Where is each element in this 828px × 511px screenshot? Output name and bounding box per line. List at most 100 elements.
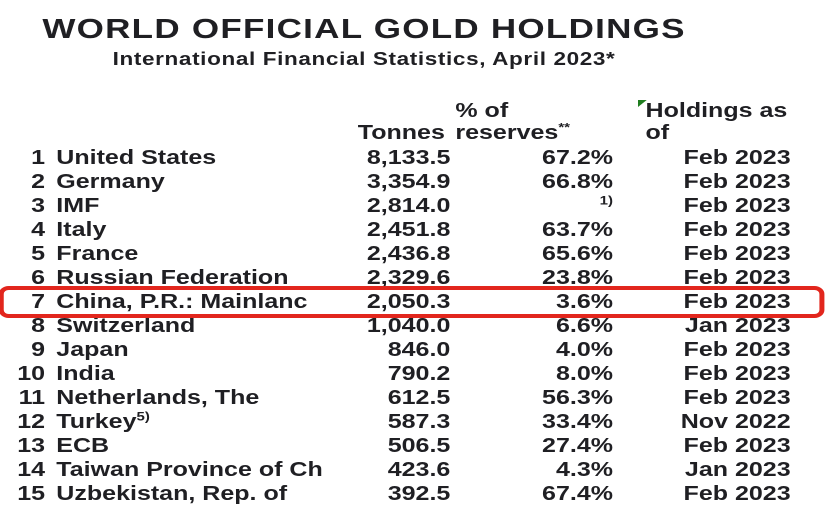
cell-rank: 5: [31, 243, 46, 265]
table-row: 6 Russian Federation 2,329.6 23.8% Feb 2023: [3, 266, 821, 290]
cell-rank: 3: [31, 195, 46, 217]
cell-holdings-as-of: Feb 2023: [683, 243, 791, 265]
page-subtitle: International Financial Statistics, Apri…: [112, 49, 616, 69]
table-row: 7 China, P.R.: Mainlanc 2,050.3 3.6% Feb 202…: [3, 290, 821, 314]
table-row: 14 Taiwan Province of Ch 423.6 4.3% Jan 2023: [3, 458, 821, 482]
table-header-row: Tonnes % of reserves** Holdings as of: [3, 96, 821, 146]
cell-country: United States: [56, 147, 217, 169]
cell-rank: 6: [31, 267, 46, 289]
cell-holdings-as-of: Nov 2022: [680, 411, 791, 433]
cell-holdings-as-of: Feb 2023: [683, 219, 791, 241]
cell-pct-reserves: 56.3%: [542, 387, 613, 409]
cell-country: Uzbekistan, Rep. of: [56, 483, 288, 505]
cell-pct-reserves: 66.8%: [542, 171, 613, 193]
header-tonnes: Tonnes: [358, 96, 451, 146]
cell-rank: 2: [31, 171, 46, 193]
cell-rank: 8: [31, 315, 46, 337]
cell-tonnes: 2,814.0: [366, 195, 451, 217]
cell-tonnes: 3,354.9: [366, 171, 451, 193]
header-holdings-as-of: Holdings as of: [613, 96, 821, 146]
cell-tonnes: 2,436.8: [366, 243, 451, 265]
cell-pct-reserves: 23.8%: [542, 267, 613, 289]
cell-rank: 7: [31, 291, 46, 313]
cell-tonnes: 392.5: [387, 483, 451, 505]
table-row: 11 Netherlands, The 612.5 56.3% Feb 2023: [3, 386, 821, 410]
cell-country: IMF: [56, 195, 100, 217]
cell-pct-reserves: 1): [599, 194, 613, 208]
cell-tonnes: 612.5: [387, 387, 451, 409]
table-row: 13 ECB 506.5 27.4% Feb 2023: [3, 434, 821, 458]
cell-pct-reserves: 4.0%: [555, 339, 613, 361]
cell-holdings-as-of: Feb 2023: [683, 363, 791, 385]
cell-holdings-as-of: Feb 2023: [683, 195, 791, 217]
cell-rank: 4: [31, 219, 46, 241]
cell-holdings-as-of: Feb 2023: [683, 171, 791, 193]
cell-tonnes: 423.6: [387, 459, 451, 481]
cell-tonnes: 587.3: [387, 411, 451, 433]
cell-rank: 12: [17, 411, 46, 433]
cell-holdings-as-of: Feb 2023: [683, 339, 791, 361]
table-row: 12 Turkey5) 587.3 33.4% Nov 2022: [3, 410, 821, 434]
table-row: 15 Uzbekistan, Rep. of 392.5 67.4% Feb 2023: [3, 482, 821, 506]
cell-pct-reserves: 33.4%: [542, 411, 613, 433]
cell-country: Switzerland: [56, 315, 196, 337]
table-row: 9 Japan 846.0 4.0% Feb 2023: [3, 338, 821, 362]
cell-pct-reserves: 3.6%: [555, 291, 613, 313]
cell-country: India: [56, 363, 115, 385]
cell-rank: 13: [17, 435, 46, 457]
header-pct-word: reserves: [455, 122, 559, 144]
header-pct-footnote: **: [558, 120, 571, 135]
cell-country: China, P.R.: Mainlanc: [56, 291, 308, 313]
title-block: WORLD OFFICIAL GOLD HOLDINGS Internation…: [0, 12, 728, 70]
header-tonnes-label: Tonnes: [357, 122, 445, 144]
table-row: 1 United States 8,133.5 67.2% Feb 2023: [3, 146, 821, 170]
cell-tonnes: 2,451.8: [366, 219, 451, 241]
page-title: WORLD OFFICIAL GOLD HOLDINGS: [42, 13, 686, 44]
cell-tonnes: 790.2: [387, 363, 451, 385]
cell-country: Italy: [56, 219, 107, 241]
cell-pct-reserves: 27.4%: [542, 435, 613, 457]
header-pct-line2: reserves**: [455, 120, 613, 144]
table-row: 10 India 790.2 8.0% Feb 2023: [3, 362, 821, 386]
cell-pct-reserves: 8.0%: [555, 363, 613, 385]
cell-pct-reserves: 67.4%: [542, 483, 613, 505]
cell-country: ECB: [56, 435, 110, 457]
cell-holdings-as-of: Feb 2023: [683, 147, 791, 169]
cell-pct-reserves: 65.6%: [542, 243, 613, 265]
cell-country: Turkey5): [56, 410, 150, 433]
table-row: 2 Germany 3,354.9 66.8% Feb 2023: [3, 170, 821, 194]
cell-rank: 14: [17, 459, 46, 481]
cell-rank: 9: [31, 339, 46, 361]
cell-holdings-as-of: Feb 2023: [683, 387, 791, 409]
cell-holdings-as-of: Feb 2023: [683, 483, 791, 505]
cell-country: Taiwan Province of Ch: [56, 459, 323, 481]
cell-tonnes: 2,329.6: [366, 267, 451, 289]
header-rank: [3, 96, 51, 146]
cell-holdings-as-of: Feb 2023: [683, 435, 791, 457]
table-row: 4 Italy 2,451.8 63.7% Feb 2023: [3, 218, 821, 242]
cell-rank: 11: [18, 387, 46, 409]
page: WORLD OFFICIAL GOLD HOLDINGS Internation…: [0, 12, 828, 506]
header-asof-line1: Holdings as: [645, 100, 788, 122]
cell-holdings-as-of: Jan 2023: [684, 459, 791, 481]
cell-pct-reserves: 67.2%: [542, 147, 613, 169]
cell-rank: 15: [17, 483, 46, 505]
cell-comment-marker-icon: [638, 100, 647, 107]
header-asof-line2: of: [645, 122, 670, 144]
table-row: 5 France 2,436.8 65.6% Feb 2023: [3, 242, 821, 266]
header-pct-line1: % of: [455, 100, 509, 122]
cell-tonnes: 1,040.0: [366, 315, 451, 337]
cell-country: Germany: [56, 171, 165, 193]
cell-pct-reserves: 4.3%: [555, 459, 613, 481]
cell-rank: 10: [17, 363, 46, 385]
header-country: [50, 96, 358, 146]
cell-holdings-as-of: Jan 2023: [684, 315, 791, 337]
cell-tonnes: 8,133.5: [366, 147, 451, 169]
cell-rank: 1: [31, 147, 46, 169]
cell-country: Russian Federation: [56, 267, 289, 289]
cell-country: Netherlands, The: [56, 387, 260, 409]
table-row: 3 IMF 2,814.0 1) Feb 2023: [3, 194, 821, 218]
cell-holdings-as-of: Feb 2023: [683, 267, 791, 289]
